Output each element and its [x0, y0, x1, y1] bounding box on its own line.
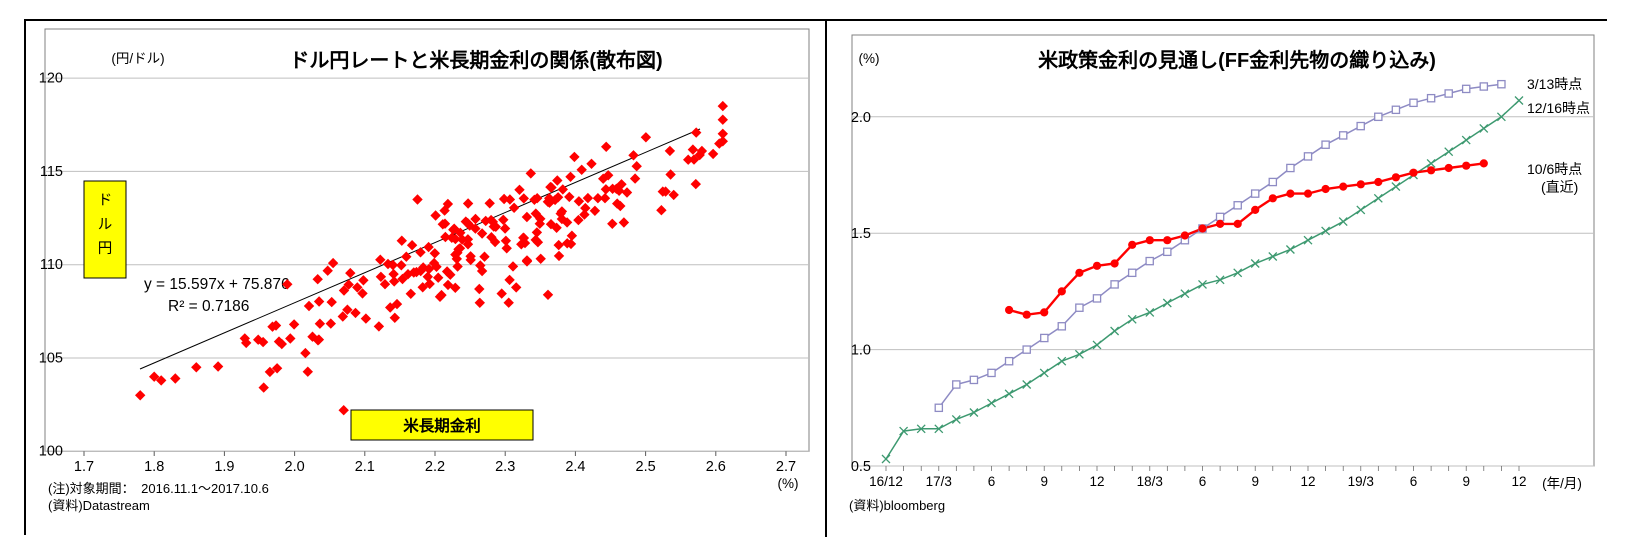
svg-text:ル: ル [98, 217, 113, 233]
svg-text:(直近): (直近) [1541, 179, 1578, 195]
svg-text:9: 9 [1040, 474, 1048, 489]
svg-text:2.4: 2.4 [565, 459, 585, 475]
svg-text:0.5: 0.5 [851, 459, 871, 475]
svg-text:9: 9 [1462, 474, 1470, 489]
svg-text:米政策金利の見通し(FF金利先物の織り込み): 米政策金利の見通し(FF金利先物の織り込み) [1038, 48, 1436, 72]
svg-text:110: 110 [40, 257, 63, 273]
svg-text:円: 円 [98, 241, 113, 257]
svg-text:105: 105 [39, 350, 63, 366]
svg-text:y = 15.597x + 75.876: y = 15.597x + 75.876 [144, 276, 290, 293]
svg-text:18/3: 18/3 [1137, 474, 1163, 489]
svg-text:2.0: 2.0 [285, 459, 305, 475]
svg-text:2.7: 2.7 [776, 459, 796, 475]
svg-text:12: 12 [1511, 474, 1526, 489]
svg-text:R² = 0.7186: R² = 0.7186 [168, 298, 249, 315]
svg-text:1.9: 1.9 [214, 459, 234, 475]
svg-text:115: 115 [40, 164, 63, 180]
svg-text:120: 120 [39, 71, 63, 87]
svg-text:12/16時点: 12/16時点 [1527, 100, 1590, 116]
svg-text:1.0: 1.0 [851, 343, 871, 359]
svg-text:ド: ド [98, 193, 113, 209]
svg-text:(%): (%) [859, 51, 880, 66]
svg-text:2.5: 2.5 [636, 459, 656, 475]
svg-text:(年/月): (年/月) [1542, 476, 1582, 491]
svg-text:(資料)bloomberg: (資料)bloomberg [849, 498, 945, 513]
svg-text:1.8: 1.8 [144, 459, 164, 475]
svg-text:9: 9 [1251, 474, 1259, 489]
svg-text:16/12: 16/12 [869, 474, 903, 489]
svg-text:3/13時点: 3/13時点 [1527, 76, 1582, 92]
svg-text:(円/ドル): (円/ドル) [111, 51, 164, 66]
svg-text:2.3: 2.3 [495, 459, 515, 475]
svg-text:(%): (%) [778, 476, 799, 491]
svg-text:6: 6 [1199, 474, 1207, 489]
svg-text:2.6: 2.6 [706, 459, 726, 475]
svg-text:19/3: 19/3 [1348, 474, 1374, 489]
svg-text:(資料)Datastream: (資料)Datastream [48, 498, 150, 513]
svg-text:12: 12 [1300, 474, 1315, 489]
svg-text:12: 12 [1089, 474, 1104, 489]
svg-text:100: 100 [39, 444, 63, 460]
svg-text:1.7: 1.7 [74, 459, 94, 475]
svg-text:米長期金利: 米長期金利 [403, 416, 481, 435]
svg-text:(注)対象期間： 2016.11.1～2017.10.6: (注)対象期間： 2016.11.1～2017.10.6 [48, 481, 269, 496]
svg-text:ドル円レートと米長期金利の関係(散布図): ドル円レートと米長期金利の関係(散布図) [289, 48, 662, 72]
svg-text:6: 6 [988, 474, 996, 489]
svg-text:2.0: 2.0 [851, 110, 871, 126]
svg-text:17/3: 17/3 [926, 474, 952, 489]
svg-text:10/6時点: 10/6時点 [1527, 161, 1582, 177]
svg-text:6: 6 [1410, 474, 1418, 489]
svg-text:1.5: 1.5 [851, 226, 871, 242]
svg-text:2.1: 2.1 [355, 459, 375, 475]
svg-text:2.2: 2.2 [425, 459, 445, 475]
